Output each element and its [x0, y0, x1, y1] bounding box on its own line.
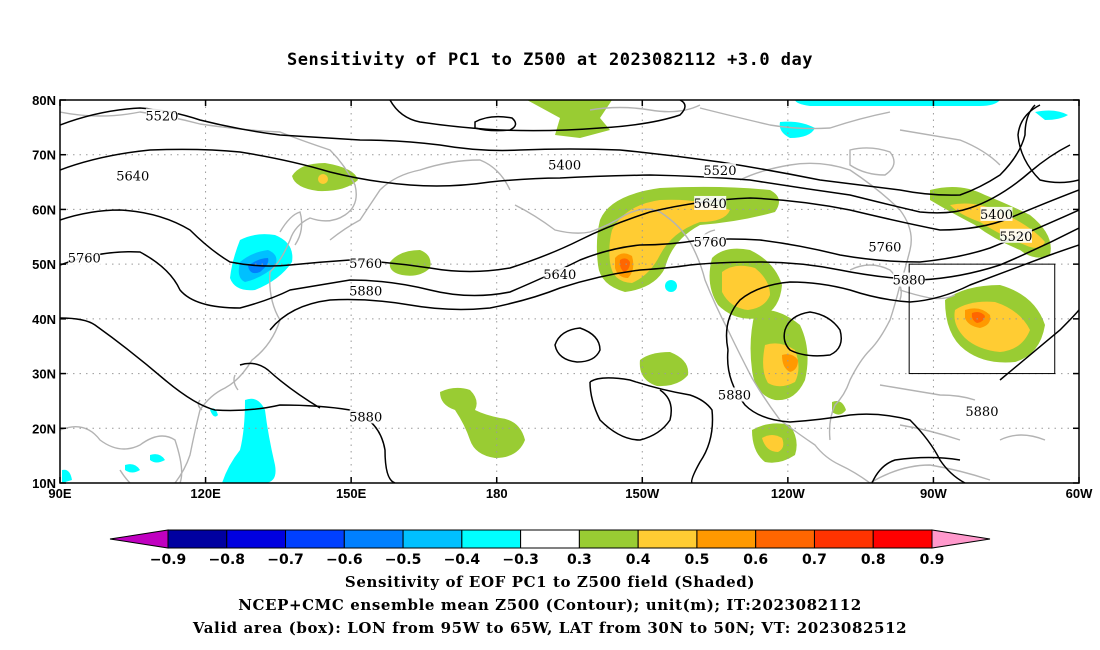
contour-label: 5640: [543, 268, 576, 283]
caption-shading: Sensitivity of EOF PC1 to Z500 field (Sh…: [344, 573, 756, 591]
contour-label: 5640: [116, 170, 149, 185]
colorbar-label: −0.4: [444, 552, 481, 568]
colorbar-label: 0.3: [567, 552, 592, 568]
colorbar-label: 0.5: [685, 552, 710, 568]
colorbar-swatch: [167, 529, 228, 549]
y-tick-label: 80N: [32, 93, 56, 108]
x-tick-label: 60W: [1066, 486, 1093, 501]
plot-frame: [59, 99, 1080, 484]
colorbar-label: −0.5: [385, 552, 422, 568]
colorbar-swatch: [226, 529, 287, 549]
sensitivity-shading: [62, 100, 1068, 483]
y-tick-label: 70N: [32, 148, 56, 163]
contour-label: 5760: [349, 257, 382, 272]
contour-label-bg: [868, 239, 901, 254]
colorbar-swatch: [402, 529, 463, 549]
contour-label: 5520: [703, 164, 736, 179]
colorbar-swatch: [578, 529, 639, 549]
colorbar-swatch: [637, 529, 698, 549]
contour-labels: 5520 5400 5520 5640 5640 5400 5520 5760 5760 5760…: [68, 108, 1032, 425]
y-tick-label: 50N: [32, 257, 56, 272]
colorbar-label: 0.9: [920, 552, 945, 568]
contour-label-bg: [965, 403, 998, 418]
colorbar-swatch: [461, 529, 522, 549]
contour-label-bg: [349, 256, 382, 271]
chart-title: Sensitivity of PC1 to Z500 at 2023082112…: [286, 50, 813, 70]
contour-label: 5640: [694, 197, 727, 212]
y-tick-label: 60N: [32, 202, 56, 217]
colorbar-label: 0.7: [802, 552, 827, 568]
x-tick-label: 90E: [48, 486, 71, 501]
x-tick-label: 120W: [771, 486, 806, 501]
x-tick-label: 120E: [190, 486, 221, 501]
contour-label-bg: [893, 272, 926, 287]
z500-contours: [60, 100, 1079, 483]
x-tick-label: 150W: [625, 486, 660, 501]
contour-label-bg: [68, 250, 101, 265]
colorbar-label: 0.6: [743, 552, 768, 568]
colorbar-swatch: [872, 529, 933, 549]
contour-label: 5400: [548, 159, 581, 174]
x-tick-label: 90W: [920, 486, 947, 501]
contour-label: 5880: [718, 388, 751, 403]
colorbar-low-triangle: [109, 529, 169, 549]
contour-label-bg: [718, 387, 751, 402]
colorbar-label: 0.4: [626, 552, 651, 568]
contour-label: 5520: [145, 109, 178, 124]
contour-label: 5880: [349, 285, 382, 300]
colorbar: −0.9 −0.8 −0.7 −0.6 −0.5 −0.4 −0.3 0.3 0.4 0.5 0.6…: [109, 529, 991, 568]
colorbar-swatch: [813, 529, 874, 549]
caption-contour: NCEP+CMC ensemble mean Z500 (Contour); u…: [238, 596, 862, 614]
contour-label: 5880: [965, 405, 998, 420]
colorbar-swatch: [343, 529, 404, 549]
valid-area-box: [908, 263, 1056, 375]
x-tick-label: 180: [486, 486, 508, 501]
colorbar-label: 0.8: [861, 552, 886, 568]
contour-label-bg: [543, 267, 576, 282]
colorbar-swatch: [520, 529, 580, 549]
contour-label-bg: [116, 168, 149, 183]
colorbar-swatch: [285, 529, 345, 549]
colorbar-label: −0.6: [326, 552, 363, 568]
contour-label-bg: [349, 409, 382, 424]
contour-label-bg: [349, 283, 382, 298]
y-tick-label: 40N: [32, 312, 56, 327]
contour-label-bg: [145, 108, 178, 123]
contour-label: 5880: [893, 274, 926, 289]
contour-label-bg: [548, 157, 581, 172]
contour-label-bg: [999, 228, 1032, 243]
colorbar-label: −0.7: [267, 552, 304, 568]
colorbar-label: −0.3: [502, 552, 539, 568]
colorbar-high-triangle: [931, 529, 991, 549]
map-axes: 90E 120E 150E 180 150W 120W 90W 60W 80N 70N 60N 50N…: [32, 93, 1093, 501]
contour-label: 5760: [68, 252, 101, 267]
contour-label: 5880: [349, 410, 382, 425]
colorbar-label: −0.8: [209, 552, 246, 568]
contour-label: 5520: [999, 230, 1032, 245]
y-tick-label: 10N: [32, 476, 56, 491]
contour-label: 5760: [694, 235, 727, 250]
x-tick-label: 150E: [336, 486, 367, 501]
y-tick-label: 30N: [32, 367, 56, 382]
contour-label: 5400: [980, 208, 1013, 223]
colorbar-label: −0.9: [150, 552, 187, 568]
colorbar-swatch: [755, 529, 815, 549]
contour-label-bg: [980, 206, 1013, 221]
contour-label: 5760: [868, 241, 901, 256]
y-tick-label: 20N: [32, 421, 56, 436]
lat-lon-grid: [60, 100, 1079, 483]
contour-label-bg: [703, 163, 736, 178]
contour-label-bg: [694, 234, 727, 249]
contour-label-bg: [694, 195, 727, 210]
caption-valid-area: Valid area (box): LON from 95W to 65W, L…: [192, 619, 908, 637]
colorbar-swatch: [696, 529, 757, 549]
